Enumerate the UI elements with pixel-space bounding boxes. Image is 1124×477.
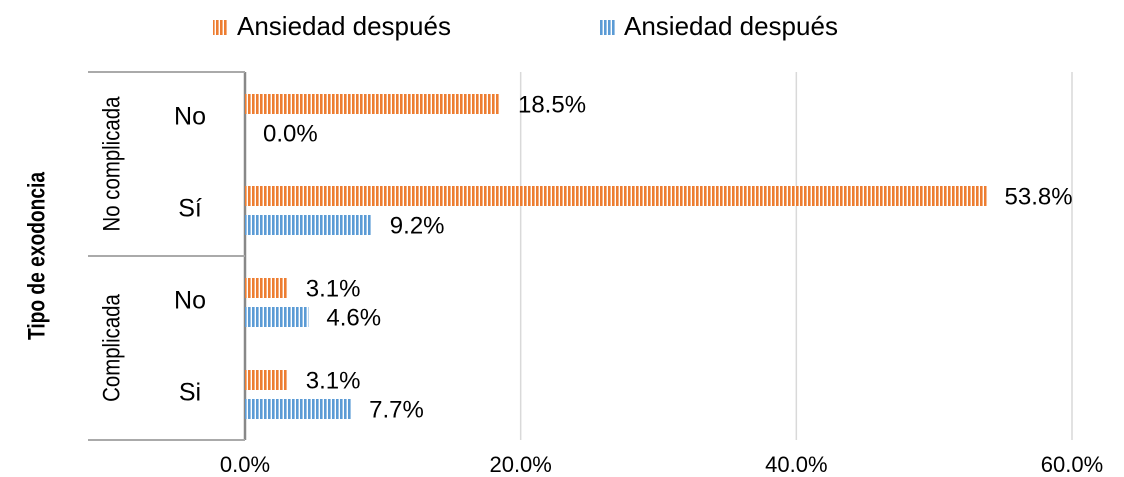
x-tick-label: 60.0% [1041, 452, 1103, 477]
x-tick-label: 40.0% [765, 452, 827, 477]
bar [245, 215, 372, 235]
data-label: 4.6% [326, 304, 381, 331]
x-tick-label: 20.0% [489, 452, 551, 477]
data-label: 0.0% [263, 120, 318, 147]
y-axis-title: Tipo de exodoncia [22, 171, 50, 340]
bar [245, 186, 987, 206]
data-label: 9.2% [390, 212, 445, 239]
bar [245, 399, 352, 419]
category-group-label: No complicada [98, 96, 125, 231]
category-label: No [174, 103, 206, 131]
data-label: 18.5% [518, 91, 586, 118]
category-label: Sí [178, 195, 202, 223]
bar [245, 278, 288, 298]
x-tick-label: 0.0% [220, 452, 270, 477]
category-label: No [174, 287, 206, 315]
data-label: 53.8% [1005, 183, 1073, 210]
data-label: 3.1% [306, 275, 361, 302]
legend-swatch [213, 20, 228, 35]
category-label: Si [179, 379, 201, 407]
data-label: 3.1% [306, 367, 361, 394]
bar [245, 94, 500, 114]
data-label: 7.7% [369, 396, 424, 423]
bar [245, 370, 288, 390]
bar [245, 307, 309, 327]
category-group-label: Complicada [98, 294, 125, 402]
legend-swatch [600, 20, 615, 35]
legend-label: Ansiedad después [624, 11, 838, 41]
legend-label: Ansiedad después [237, 11, 451, 41]
